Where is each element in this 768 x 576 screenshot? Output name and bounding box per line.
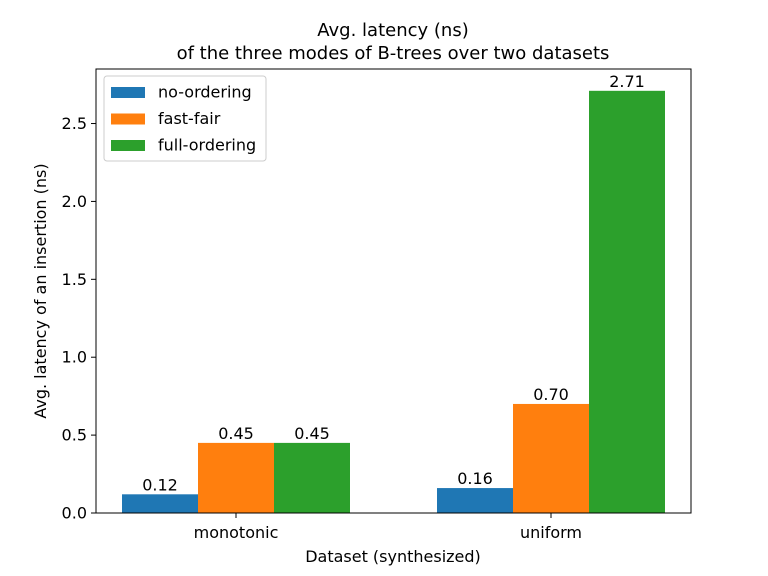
- y-tick-label: 1.5: [62, 270, 87, 289]
- bar-value-label: 0.16: [457, 469, 493, 488]
- legend-label-fast-fair: fast-fair: [158, 109, 221, 128]
- bar-full-ordering-monotonic: [274, 442, 350, 513]
- y-tick-label: 0.0: [62, 504, 87, 523]
- x-axis-ticks: monotonic uniform: [194, 513, 582, 542]
- x-axis-label: Dataset (synthesized): [305, 547, 481, 566]
- y-tick-label: 0.5: [62, 426, 87, 445]
- bar-no-ordering-uniform: [437, 488, 513, 513]
- legend-label-full-ordering: full-ordering: [158, 136, 256, 155]
- bar-no-ordering-monotonic: [122, 494, 198, 513]
- bar-fast-fair-monotonic: [198, 442, 274, 513]
- bar-value-label: 0.45: [218, 424, 254, 443]
- chart-subtitle: of the three modes of B-trees over two d…: [177, 43, 610, 64]
- y-axis-label: Avg. latency of an insertion (ns): [31, 163, 50, 418]
- y-tick-label: 1.0: [62, 348, 87, 367]
- legend-swatch-full-ordering: [111, 140, 145, 151]
- y-axis-ticks: 0.0 0.5 1.0 1.5 2.0 2.5: [62, 114, 96, 523]
- bar-value-label: 0.45: [294, 424, 330, 443]
- legend-swatch-no-ordering: [111, 87, 145, 98]
- legend-label-no-ordering: no-ordering: [158, 83, 252, 102]
- bar-full-ordering-uniform: [589, 90, 665, 513]
- bar-value-label: 2.71: [609, 72, 645, 91]
- bar-labels-group: 0.12 0.16 0.45 0.70 0.45 2.71: [142, 72, 645, 495]
- x-tick-label: monotonic: [194, 523, 279, 542]
- bar-value-label: 0.12: [142, 475, 178, 494]
- y-tick-label: 2.0: [62, 192, 87, 211]
- chart-title: Avg. latency (ns): [317, 20, 468, 41]
- plot-frame: [95, 68, 692, 514]
- legend-swatch-fast-fair: [111, 113, 145, 125]
- bar-value-label: 0.70: [533, 385, 569, 404]
- x-tick-label: uniform: [520, 523, 582, 542]
- bar-fast-fair-uniform: [513, 403, 589, 513]
- bars-group: [122, 90, 665, 513]
- legend: no-ordering fast-fair full-ordering: [103, 75, 267, 162]
- y-tick-label: 2.5: [62, 114, 87, 133]
